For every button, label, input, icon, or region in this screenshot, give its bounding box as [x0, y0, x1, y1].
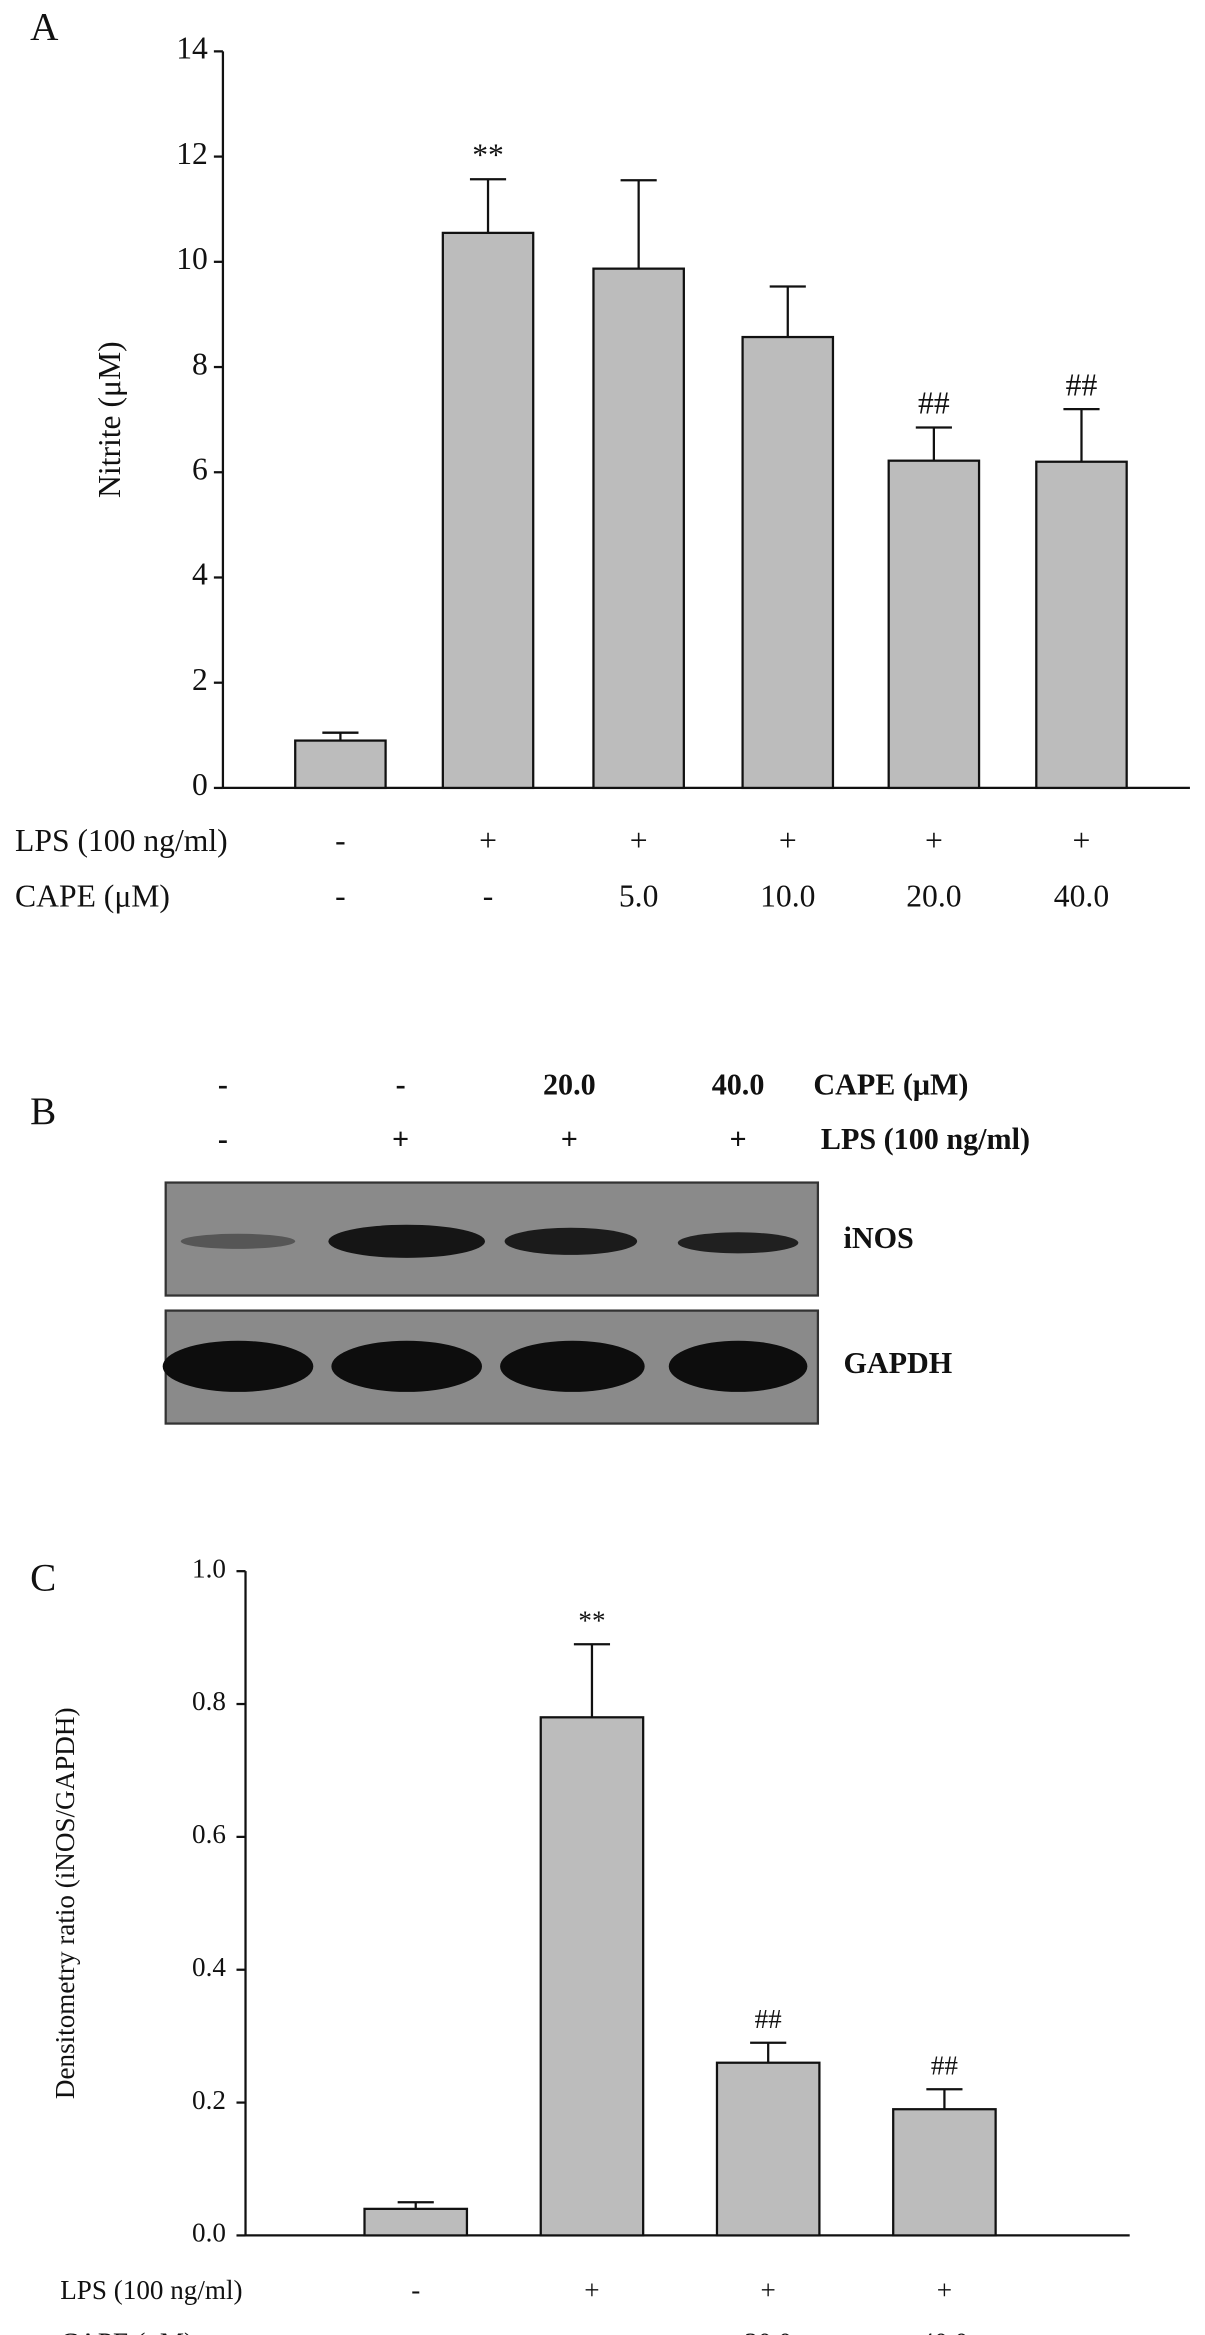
condition-value: - [218, 1122, 228, 1156]
bar [715, 2061, 821, 2237]
bar [741, 335, 835, 790]
condition-value: 5.0 [619, 879, 659, 914]
y-tick-label: 14 [176, 31, 208, 66]
y-tick-label: 0.2 [192, 2085, 226, 2115]
condition-value: - [483, 879, 494, 914]
band [331, 1340, 482, 1392]
band [668, 1340, 808, 1392]
panel-label: C [30, 1557, 56, 1600]
condition-label: CAPE (μM) [15, 879, 170, 914]
condition-value: + [392, 1122, 409, 1156]
condition-value: 20.0 [906, 879, 961, 914]
band [500, 1340, 645, 1392]
condition-value: - [218, 1068, 228, 1102]
condition-value: 40.0 [1054, 879, 1109, 914]
y-tick-label: 0 [192, 767, 208, 802]
band [504, 1227, 638, 1255]
condition-value: - [587, 2328, 596, 2335]
band-label: iNOS [843, 1221, 913, 1255]
bar [592, 267, 685, 790]
panel-label: B [30, 1090, 56, 1133]
y-tick-label: 1.0 [192, 1553, 226, 1583]
condition-value: + [729, 1122, 746, 1156]
condition-value: + [479, 823, 497, 858]
y-tick-label: 0.8 [192, 1686, 226, 1716]
significance-mark: ## [931, 2050, 959, 2080]
bar [363, 2207, 469, 2237]
band [677, 1232, 799, 1254]
bar [294, 739, 387, 790]
condition-value: 40.0 [712, 1068, 765, 1102]
y-tick-label: 6 [192, 452, 208, 487]
y-tick-label: 0.4 [192, 1952, 226, 1982]
condition-value: + [779, 823, 797, 858]
condition-value: 40.0 [921, 2328, 968, 2335]
condition-value: - [411, 2328, 420, 2335]
significance-mark: ## [1066, 367, 1098, 402]
band-label: GAPDH [843, 1346, 952, 1380]
band [162, 1340, 314, 1392]
condition-value: - [335, 823, 346, 858]
condition-value: + [584, 2275, 599, 2305]
condition-value: + [630, 823, 648, 858]
y-tick-label: 0.0 [192, 2218, 226, 2248]
condition-value: + [925, 823, 943, 858]
y-tick-label: 10 [176, 241, 208, 276]
bar [441, 231, 535, 790]
condition-value: - [335, 879, 346, 914]
condition-value: - [411, 2275, 420, 2305]
bar [1035, 460, 1128, 790]
band [328, 1224, 486, 1258]
y-axis-label: Densitometry ratio (iNOS/GAPDH) [50, 1708, 80, 2100]
significance-mark: ** [578, 1605, 605, 1635]
y-tick-label: 0.6 [192, 1819, 226, 1849]
band [180, 1233, 296, 1249]
bar [892, 2108, 997, 2237]
condition-label: CAPE (μM) [813, 1068, 968, 1102]
y-axis-label: Nitrite (μM) [92, 341, 127, 498]
bar [887, 459, 981, 790]
significance-mark: ** [472, 137, 504, 172]
condition-value: 20.0 [744, 2328, 791, 2335]
significance-mark: ## [918, 386, 950, 421]
bar [539, 1716, 645, 2237]
condition-label: LPS (100 ng/ml) [15, 823, 228, 858]
y-tick-label: 12 [176, 136, 208, 171]
condition-label: CAPE (μM) [60, 2328, 193, 2335]
condition-label: LPS (100 ng/ml) [60, 2275, 242, 2305]
significance-mark: ## [755, 2004, 783, 2034]
blot-images [162, 1181, 820, 1425]
condition-value: + [561, 1122, 578, 1156]
y-tick-label: 8 [192, 346, 208, 381]
condition-value: + [937, 2275, 952, 2305]
condition-label: LPS (100 ng/ml) [821, 1122, 1030, 1156]
condition-value: + [1073, 823, 1091, 858]
y-tick-label: 2 [192, 662, 208, 697]
condition-value: 10.0 [760, 879, 815, 914]
condition-value: - [396, 1068, 406, 1102]
y-tick-label: 4 [192, 557, 208, 592]
condition-value: + [761, 2275, 776, 2305]
condition-value: 20.0 [543, 1068, 596, 1102]
panel-label: A [30, 5, 58, 48]
